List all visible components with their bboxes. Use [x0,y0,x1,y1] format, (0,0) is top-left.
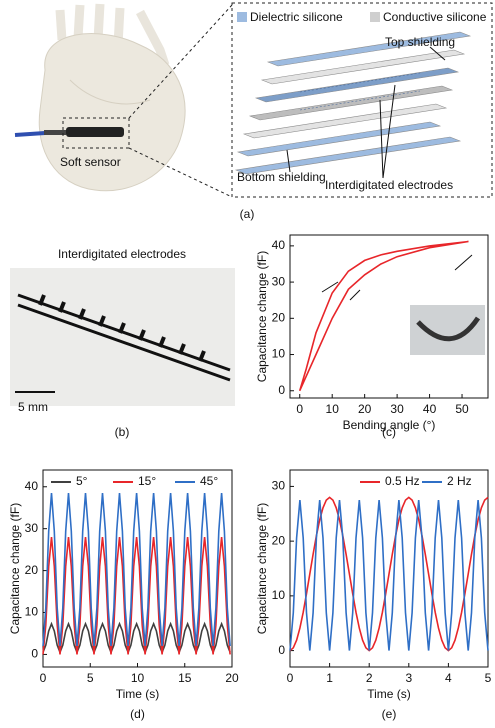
y-tick-label: 20 [272,310,286,324]
legend-label: 45° [200,474,218,488]
data-line [298,240,469,392]
y-tick-label: 30 [272,274,286,288]
panel-b-title: Interdigitated electrodes [58,247,186,261]
x-tick-label: 5 [87,671,94,685]
legend-swatch [370,12,380,22]
x-axis-label: Time (s) [116,687,160,701]
caption: (e) [382,707,397,721]
data-line [42,537,231,655]
x-tick-label: 3 [405,671,412,685]
inset-photo [410,305,485,355]
legend-swatch [237,12,247,22]
x-axis-label: Time (s) [367,687,411,701]
y-tick-label: 0 [278,383,285,397]
x-tick-label: 0 [296,402,303,416]
sensor-label: Soft sensor [60,155,121,169]
legend-text: Dielectric silicone [250,10,343,24]
heart-photo [14,3,233,198]
x-tick-label: 2 [366,671,373,685]
arrow [286,84,396,179]
y-tick-label: 30 [25,521,39,535]
caption: (d) [130,707,145,721]
x-tick-label: 10 [131,671,145,685]
x-tick-label: 10 [326,402,340,416]
x-tick-label: 40 [423,402,437,416]
inset-sensor [416,316,481,342]
y-tick-label: 20 [25,563,39,577]
legend-label: 15° [138,474,156,488]
y-tick-label: 40 [272,238,286,252]
data-line [42,621,231,655]
data-line [289,496,489,652]
arrow [321,254,473,301]
exploded-box [231,2,493,198]
x-tick-label: 30 [390,402,404,416]
electrode-drawing [17,293,231,382]
caption: (b) [115,425,130,439]
x-tick-label: 5 [485,671,492,685]
y-axis-label: Capacitance change (fF) [8,503,22,634]
y-axis-label: Capacitance change (fF) [255,251,269,382]
x-tick-label: 0 [287,671,294,685]
legend-text: Conductive silicone [383,10,487,24]
layer-stack [234,31,472,175]
legend-label: 0.5 Hz [385,474,420,488]
x-tick-label: 50 [455,402,469,416]
electrode-photo [10,268,235,406]
y-tick-label: 10 [272,588,286,602]
caption: (c) [382,425,396,439]
scale-label: 5 mm [18,400,48,414]
x-tick-label: 15 [178,671,192,685]
x-tick-label: 4 [445,671,452,685]
y-tick-label: 40 [25,479,39,493]
y-tick-label: 10 [272,347,286,361]
data-line [289,500,489,651]
y-axis-label: Capacitance change (fF) [255,503,269,634]
bottom-shielding-label: Bottom shielding [237,170,326,184]
top-shielding-label: Top shielding [385,35,455,49]
y-tick-label: 30 [272,479,286,493]
plot-frame [289,234,489,399]
legend-label: 5° [76,474,88,488]
y-tick-label: 20 [272,533,286,547]
caption: (a) [240,207,255,221]
y-tick-label: 0 [278,643,285,657]
x-tick-label: 20 [225,671,239,685]
y-tick-label: 10 [25,605,39,619]
x-axis-label: Bending angle (°) [343,418,436,432]
arrow [429,46,446,61]
x-tick-label: 0 [40,671,47,685]
electrodes-label: Interdigitated electrodes [325,178,453,192]
x-tick-label: 1 [326,671,333,685]
y-tick-label: 0 [31,647,38,661]
data-line [42,493,231,647]
plot-frame [289,469,489,668]
x-tick-label: 20 [358,402,372,416]
legend-label: 2 Hz [447,474,472,488]
